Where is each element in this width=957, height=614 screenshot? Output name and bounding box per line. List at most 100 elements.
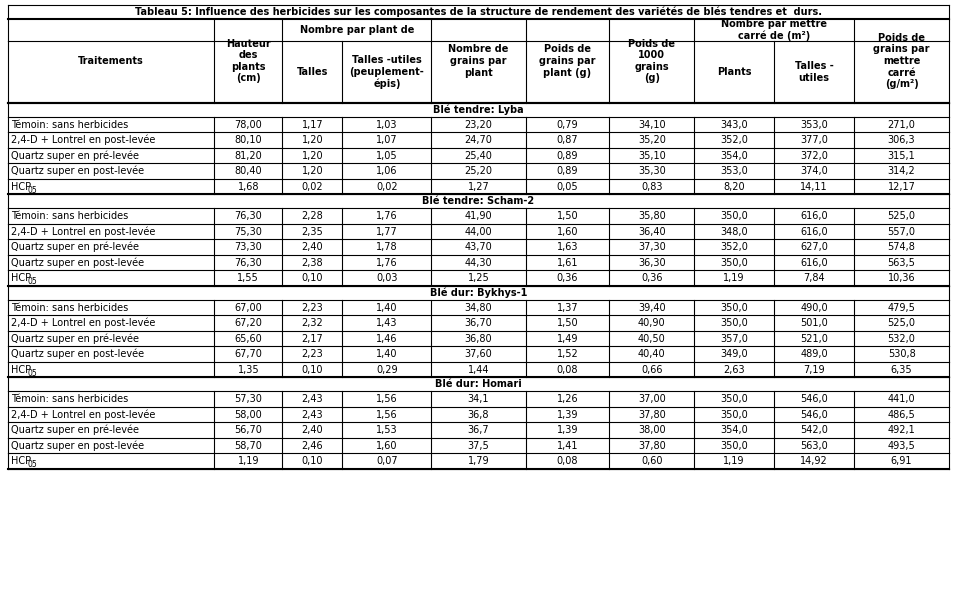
Text: Hauteur
des
plants
(cm): Hauteur des plants (cm) xyxy=(226,39,271,84)
Text: 67,00: 67,00 xyxy=(234,303,262,313)
Text: 7,84: 7,84 xyxy=(803,273,825,283)
Text: 25,40: 25,40 xyxy=(464,150,493,161)
Text: 0,83: 0,83 xyxy=(641,182,662,192)
Text: 2,35: 2,35 xyxy=(301,227,323,236)
Text: 57,30: 57,30 xyxy=(234,394,262,404)
Text: 354,0: 354,0 xyxy=(721,425,748,435)
Text: 40,90: 40,90 xyxy=(638,318,666,328)
Text: 1,78: 1,78 xyxy=(376,242,398,252)
Text: 1,55: 1,55 xyxy=(237,273,259,283)
Text: 1,50: 1,50 xyxy=(557,318,578,328)
Text: 40,40: 40,40 xyxy=(638,349,666,359)
Text: 343,0: 343,0 xyxy=(721,120,748,130)
Text: 05: 05 xyxy=(28,368,37,378)
Text: 493,5: 493,5 xyxy=(888,441,916,451)
Text: 627,0: 627,0 xyxy=(800,242,828,252)
Text: HCP: HCP xyxy=(11,365,32,375)
Text: Talles: Talles xyxy=(297,67,328,77)
Text: Blé dur: Bykhys-1: Blé dur: Bykhys-1 xyxy=(430,288,527,298)
Text: 80,40: 80,40 xyxy=(234,166,262,176)
Text: 486,5: 486,5 xyxy=(888,410,916,419)
Text: 1,19: 1,19 xyxy=(237,456,259,466)
Text: 315,1: 315,1 xyxy=(888,150,916,161)
Text: 1,06: 1,06 xyxy=(376,166,398,176)
Text: 1,20: 1,20 xyxy=(301,166,323,176)
Text: 1,19: 1,19 xyxy=(723,456,745,466)
Text: 43,70: 43,70 xyxy=(465,242,492,252)
Text: 05: 05 xyxy=(28,460,37,469)
Text: 1,35: 1,35 xyxy=(237,365,259,375)
Text: 75,30: 75,30 xyxy=(234,227,262,236)
Text: 0,89: 0,89 xyxy=(557,150,578,161)
Text: 0,02: 0,02 xyxy=(301,182,323,192)
Text: 2,23: 2,23 xyxy=(301,303,323,313)
Text: 546,0: 546,0 xyxy=(800,394,828,404)
Text: Témoin: sans herbicides: Témoin: sans herbicides xyxy=(11,211,129,221)
Text: 41,90: 41,90 xyxy=(465,211,492,221)
Text: 2,4-D + Lontrel en post-levée: 2,4-D + Lontrel en post-levée xyxy=(11,410,156,420)
Text: 2,28: 2,28 xyxy=(301,211,323,221)
Text: 616,0: 616,0 xyxy=(800,211,828,221)
Text: 58,70: 58,70 xyxy=(234,441,262,451)
Text: 0,03: 0,03 xyxy=(376,273,398,283)
Text: 35,10: 35,10 xyxy=(638,150,666,161)
Text: 532,0: 532,0 xyxy=(888,333,916,344)
Text: 490,0: 490,0 xyxy=(800,303,828,313)
Text: Traitements: Traitements xyxy=(78,56,144,66)
Text: 44,00: 44,00 xyxy=(465,227,492,236)
Text: Blé dur: Homari: Blé dur: Homari xyxy=(435,379,522,389)
Text: 1,20: 1,20 xyxy=(301,135,323,145)
Text: Quartz super en pré-levée: Quartz super en pré-levée xyxy=(11,333,140,344)
Text: 348,0: 348,0 xyxy=(721,227,748,236)
Text: 542,0: 542,0 xyxy=(800,425,828,435)
Text: 350,0: 350,0 xyxy=(721,410,748,419)
Text: 56,70: 56,70 xyxy=(234,425,262,435)
Text: Tableau 5: Influence des herbicides sur les composantes de la structure de rende: Tableau 5: Influence des herbicides sur … xyxy=(135,7,822,17)
Text: 1,39: 1,39 xyxy=(557,410,578,419)
Text: 1,76: 1,76 xyxy=(376,258,398,268)
Text: 40,50: 40,50 xyxy=(638,333,666,344)
Text: 1,41: 1,41 xyxy=(557,441,578,451)
Text: 0,36: 0,36 xyxy=(557,273,578,283)
Text: 521,0: 521,0 xyxy=(800,333,828,344)
Text: 350,0: 350,0 xyxy=(721,303,748,313)
Text: 0,05: 0,05 xyxy=(557,182,578,192)
Text: 2,4-D + Lontrel en post-levée: 2,4-D + Lontrel en post-levée xyxy=(11,318,156,328)
Text: Quartz super en post-levée: Quartz super en post-levée xyxy=(11,257,145,268)
Text: 1,05: 1,05 xyxy=(376,150,398,161)
Text: 546,0: 546,0 xyxy=(800,410,828,419)
Text: 36,80: 36,80 xyxy=(465,333,492,344)
Text: 525,0: 525,0 xyxy=(887,211,916,221)
Text: 1,37: 1,37 xyxy=(557,303,578,313)
Text: 563,0: 563,0 xyxy=(800,441,828,451)
Text: 349,0: 349,0 xyxy=(721,349,748,359)
Text: 36,70: 36,70 xyxy=(465,318,492,328)
Text: 67,70: 67,70 xyxy=(234,349,262,359)
Text: 44,30: 44,30 xyxy=(465,258,492,268)
Text: 2,43: 2,43 xyxy=(301,410,323,419)
Text: 14,92: 14,92 xyxy=(800,456,828,466)
Text: 2,17: 2,17 xyxy=(301,333,323,344)
Text: 374,0: 374,0 xyxy=(800,166,828,176)
Text: 76,30: 76,30 xyxy=(234,211,262,221)
Text: 6,91: 6,91 xyxy=(891,456,912,466)
Text: HCP: HCP xyxy=(11,273,32,283)
Text: Blé tendre: Scham-2: Blé tendre: Scham-2 xyxy=(422,196,535,206)
Text: 10,36: 10,36 xyxy=(888,273,916,283)
Text: 1,07: 1,07 xyxy=(376,135,398,145)
Text: 0,66: 0,66 xyxy=(641,365,662,375)
Text: 1,61: 1,61 xyxy=(557,258,578,268)
Text: 39,40: 39,40 xyxy=(638,303,666,313)
Text: 354,0: 354,0 xyxy=(721,150,748,161)
Text: 1,44: 1,44 xyxy=(468,365,489,375)
Text: 36,40: 36,40 xyxy=(638,227,666,236)
Text: 67,20: 67,20 xyxy=(234,318,262,328)
Text: 350,0: 350,0 xyxy=(721,258,748,268)
Text: 1,68: 1,68 xyxy=(237,182,259,192)
Text: Talles -
utiles: Talles - utiles xyxy=(794,61,834,83)
Text: 1,27: 1,27 xyxy=(468,182,489,192)
Text: 1,17: 1,17 xyxy=(301,120,323,130)
Text: 0,89: 0,89 xyxy=(557,166,578,176)
Text: Témoin: sans herbicides: Témoin: sans herbicides xyxy=(11,394,129,404)
Text: Quartz super en post-levée: Quartz super en post-levée xyxy=(11,440,145,451)
